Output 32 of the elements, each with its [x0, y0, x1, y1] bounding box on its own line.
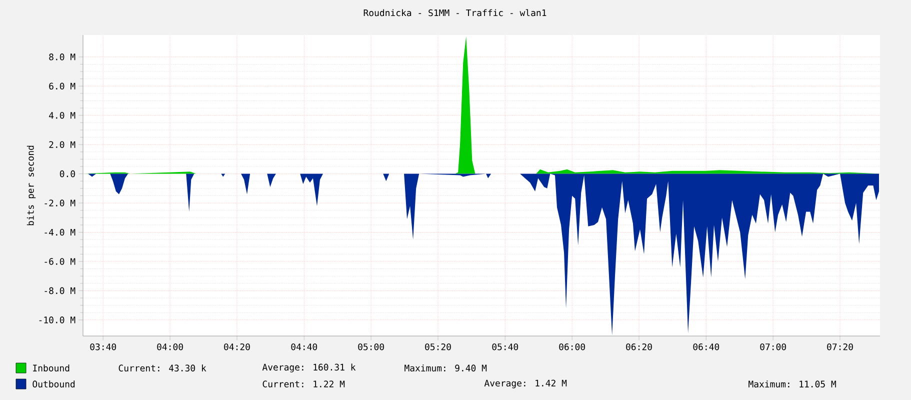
text: Average: 160.31 k: [262, 364, 356, 372]
x-tick-label: 07:00: [760, 343, 786, 350]
x-tick-label: 05:20: [425, 343, 451, 350]
text: Maximum: 9.40 M: [404, 364, 487, 372]
x-tick-label: 05:00: [358, 343, 384, 350]
y-axis-title: bits per second: [26, 146, 36, 226]
y-tick-label: -4.0 M: [44, 228, 76, 236]
y-tick-label: -10.0 M: [39, 316, 76, 324]
x-tick-label: 04:40: [291, 343, 318, 350]
text: Average: 1.42 M: [484, 380, 567, 388]
x-tick-label: 05:40: [492, 343, 518, 350]
x-tick-label: 04:20: [224, 343, 250, 350]
y-tick-label: -8.0 M: [44, 287, 76, 294]
y-tick-label: 2.0 M: [49, 141, 76, 148]
y-tick-label: 6.0 M: [49, 82, 76, 90]
x-tick-label: 06:40: [693, 343, 720, 350]
x-tick-label: 06:20: [626, 343, 652, 350]
text: Current: 1.22 M: [262, 380, 345, 388]
x-tick-label: 04:00: [157, 343, 183, 350]
x-tick-label: 07:20: [827, 343, 853, 350]
y-tick-label: -2.0 M: [44, 200, 76, 206]
y-tick-label: 0.0: [60, 170, 75, 178]
legend-label: Outbound: [32, 380, 75, 388]
y-tick-label: 8.0 M: [49, 54, 76, 60]
chart-title: Roudnicka - S1MM - Traffic - wlan1: [364, 9, 546, 16]
y-tick-label: -6.0 M: [44, 258, 76, 265]
legend-label: Inbound: [33, 364, 70, 372]
y-tick-label: 4.0 M: [49, 112, 76, 119]
text: Maximum: 11.05 M: [748, 380, 836, 388]
x-tick-label: 03:40: [90, 343, 116, 350]
text: Current: 43.30 k: [118, 364, 206, 372]
x-tick-label: 06:00: [559, 343, 585, 350]
